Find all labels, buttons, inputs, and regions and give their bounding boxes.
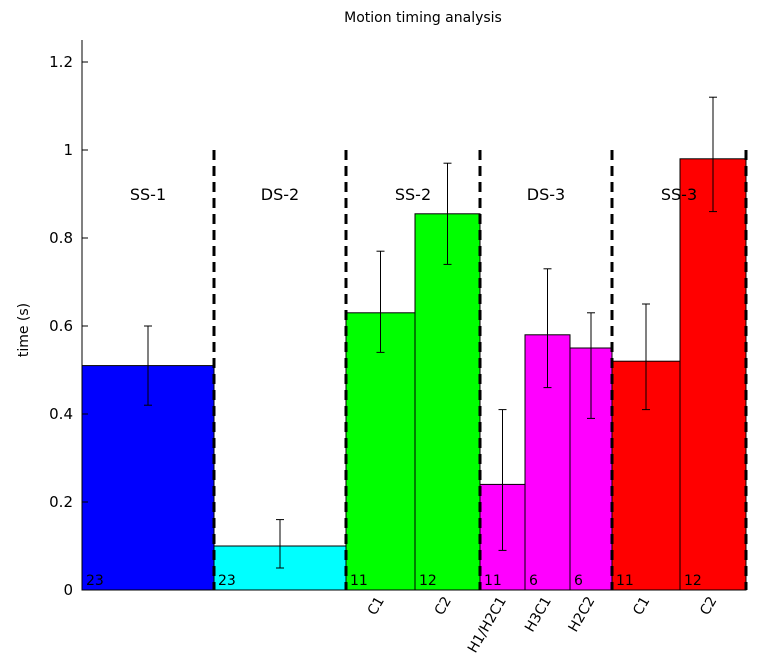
section-separators: [212, 150, 748, 590]
y-tick-label: 0.2: [49, 493, 73, 511]
y-tick-label: 1: [63, 141, 73, 159]
bar-category-label: C2: [432, 594, 455, 618]
bar-category-label: H3C1: [522, 594, 555, 635]
bar: [345, 312, 416, 591]
y-axis-label: time (s): [16, 303, 32, 357]
chart-title: Motion timing analysis: [344, 10, 502, 26]
y-tick-label: 1.2: [49, 53, 73, 71]
section-label: SS-2: [395, 185, 431, 204]
bar-count-label: 23: [218, 573, 236, 589]
section-label: SS-1: [130, 185, 166, 204]
bar-category-label: C1: [630, 594, 653, 618]
bar-category-label: C1: [365, 594, 388, 618]
y-tick-label: 0.4: [49, 405, 73, 423]
bar: [679, 158, 747, 591]
bar-count-label: 12: [419, 573, 437, 589]
y-tick-label: 0.6: [49, 317, 73, 335]
bar-category-label: H1/H2C1: [465, 594, 510, 655]
y-axis: 0 0.2 0.4 0.6 0.8 1 1.2: [49, 40, 88, 599]
error-bars-layer: [144, 96, 717, 569]
bar-count-label: 11: [616, 573, 634, 589]
bar: [414, 213, 481, 591]
bar-count-label: 6: [574, 573, 583, 589]
section-label: SS-3: [661, 185, 697, 204]
bar-count-label: 11: [350, 573, 368, 589]
bar-count-label: 11: [484, 573, 502, 589]
bar-count-label: 23: [86, 573, 104, 589]
section-label: DS-2: [261, 185, 299, 204]
bar-category-label: C2: [697, 594, 720, 618]
section-label: DS-3: [527, 185, 565, 204]
bar-category-label: H2C2: [566, 594, 599, 635]
y-tick-label: 0: [63, 581, 73, 599]
y-tick-label: 0.8: [49, 229, 73, 247]
bar-count-label: 12: [684, 573, 702, 589]
bar-count-label: 6: [529, 573, 538, 589]
